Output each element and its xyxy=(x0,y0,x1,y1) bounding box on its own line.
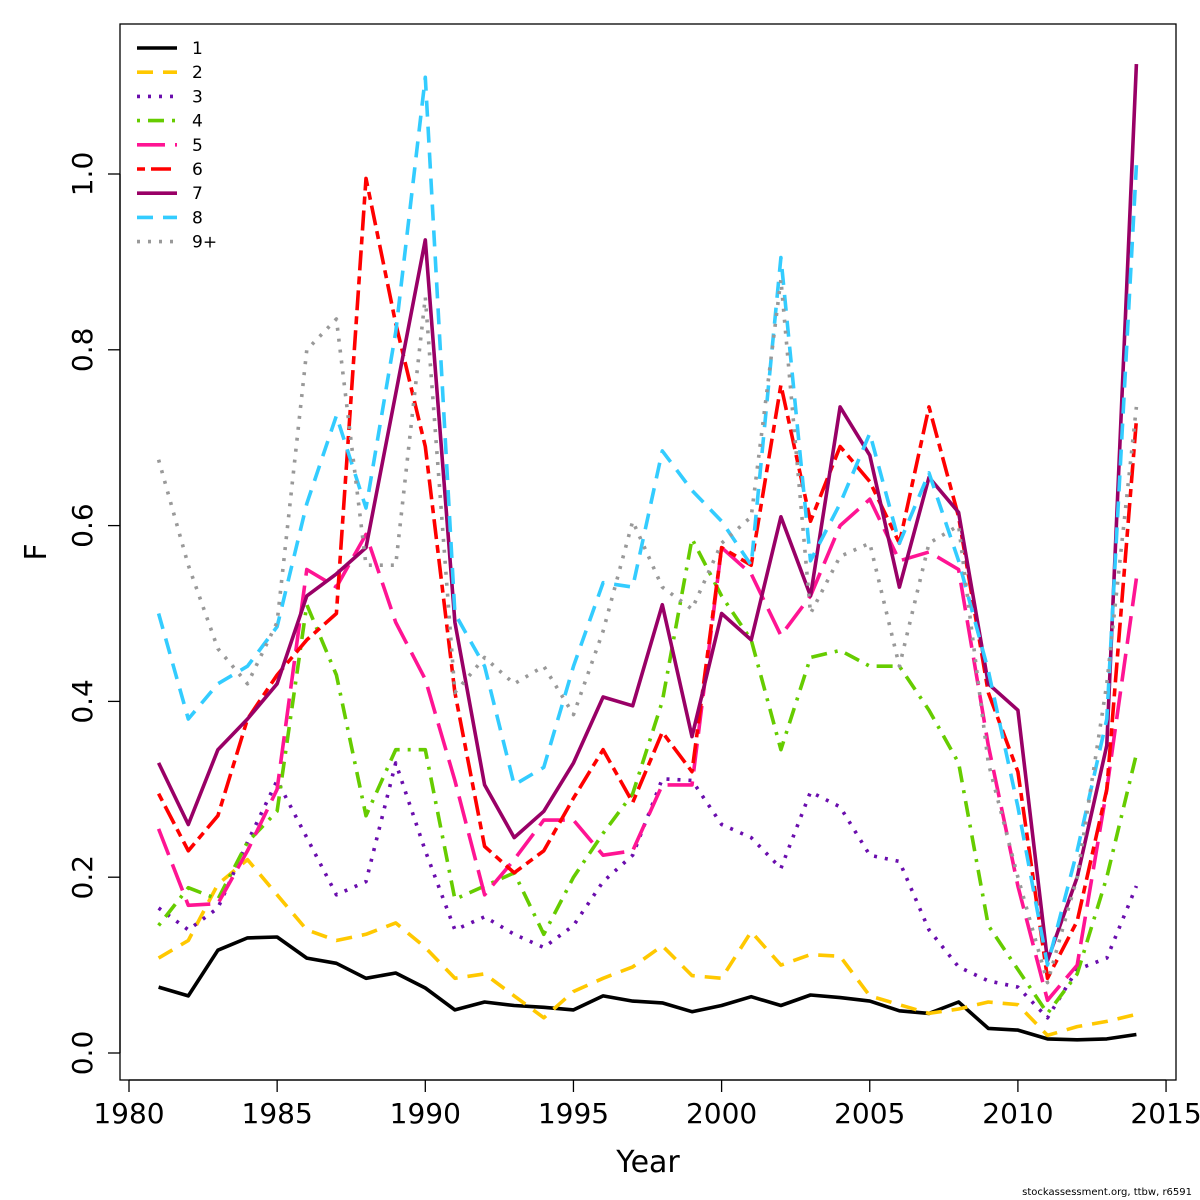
x-axis: 1980 1985 1990 1995 2000 2005 2010 2015 xyxy=(93,1079,1200,1130)
y-tick-label: 1.0 xyxy=(66,152,99,197)
x-tick-label: 1980 xyxy=(93,1097,164,1130)
legend-label: 5 xyxy=(192,136,203,156)
x-tick-label: 2005 xyxy=(834,1097,905,1130)
y-axis-title: F xyxy=(19,543,54,560)
series-layer xyxy=(156,64,1139,1042)
x-tick-label: 2010 xyxy=(982,1097,1053,1130)
series-line-3 xyxy=(157,761,1139,1020)
y-axis: 0.0 0.2 0.4 0.6 0.8 1.0 xyxy=(66,152,121,1076)
legend-label: 1 xyxy=(192,39,203,59)
y-tick-label: 0.0 xyxy=(66,1031,99,1076)
legend-label: 4 xyxy=(192,112,203,132)
x-tick-label: 1995 xyxy=(538,1097,609,1130)
series-line-8 xyxy=(156,75,1139,967)
series-line-7 xyxy=(156,64,1139,963)
series-line-1 xyxy=(158,935,1137,1042)
legend: 1 2 3 4 5 6 7 8 9+ xyxy=(137,39,217,253)
y-tick-label: 0.4 xyxy=(66,679,99,724)
series-line-6 xyxy=(157,176,1139,981)
legend-label: 3 xyxy=(192,87,203,107)
x-tick-label: 1990 xyxy=(390,1097,461,1130)
x-tick-label: 2015 xyxy=(1130,1097,1200,1130)
x-tick-label: 2000 xyxy=(686,1097,757,1130)
y-tick-label: 0.6 xyxy=(66,503,99,548)
legend-label: 7 xyxy=(192,184,203,204)
series-line-4 xyxy=(157,536,1139,1016)
footer-credit: stockassessment.org, ttbw, r6591 xyxy=(1022,1187,1192,1198)
series-line-2 xyxy=(157,857,1137,1038)
y-tick-label: 0.8 xyxy=(66,328,99,373)
x-axis-title: Year xyxy=(615,1145,680,1180)
plot-frame xyxy=(119,23,1177,1081)
y-tick-label: 0.2 xyxy=(66,855,99,900)
x-tick-label: 1985 xyxy=(242,1097,313,1130)
legend-label: 9+ xyxy=(192,233,217,253)
legend-label: 6 xyxy=(192,160,203,180)
series-line-5 xyxy=(156,497,1139,1003)
legend-label: 2 xyxy=(192,63,203,83)
series-line-9plus xyxy=(156,277,1139,985)
legend-label: 8 xyxy=(192,208,203,228)
